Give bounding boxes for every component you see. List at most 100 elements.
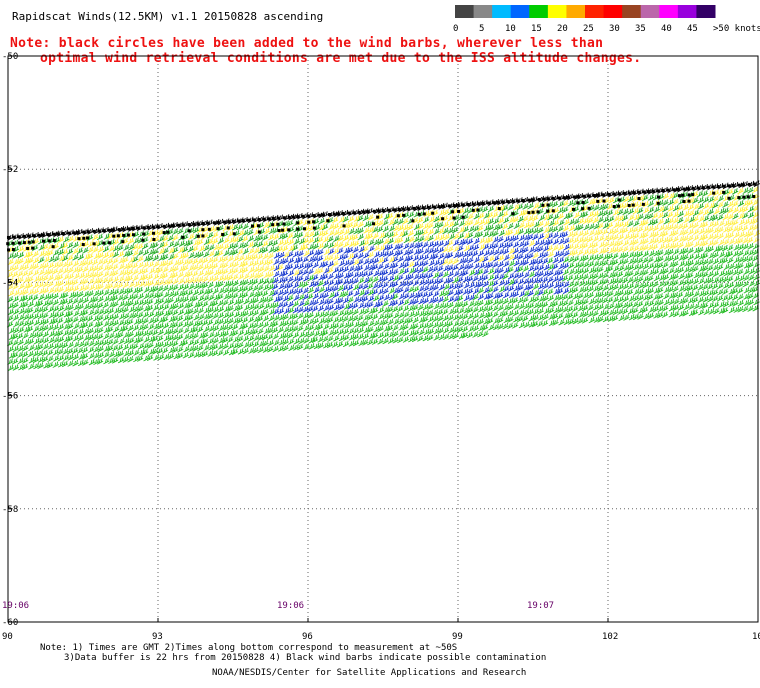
wind-barb [78,353,85,360]
wind-barb [232,261,239,268]
wind-barb [702,196,710,203]
wind-barb [323,310,330,318]
contamination-marker [496,200,500,204]
wind-barb [342,265,350,273]
wind-barb [152,229,160,237]
wind-barb [368,245,375,252]
wind-barb [227,267,235,275]
wind-barb [168,253,175,261]
wind-barb [672,254,680,262]
wind-barb [173,296,181,304]
wind-barb [147,261,155,268]
wind-barb [437,321,444,328]
wind-barb [222,274,230,281]
wind-barb [137,299,145,306]
wind-barb [42,330,50,338]
wind-barb [636,300,644,308]
wind-barb [402,336,410,343]
wind-barb [77,291,84,298]
wind-barb [67,241,74,249]
wind-barb [357,233,364,241]
wind-barb [21,295,29,302]
wind-barb [372,282,379,289]
wind-barb [312,261,319,269]
contamination-marker [276,216,280,220]
wind-barb [328,322,336,330]
wind-barb [473,219,480,226]
contamination-marker [287,228,291,232]
wind-barb [438,252,445,260]
wind-barb [162,303,170,311]
wind-barb [227,323,234,331]
wind-barb [67,354,75,361]
wind-barb [257,222,265,229]
wind-barb [273,264,281,272]
wind-barb [308,343,315,350]
contamination-marker [686,187,690,191]
wind-barb [92,246,99,253]
contamination-marker [232,232,236,236]
wind-barb [188,264,195,272]
colorbar-label: 40 [661,24,672,34]
wind-barb [342,216,349,223]
wind-barb [188,283,195,290]
wind-barb [163,278,170,286]
wind-barb [67,322,74,330]
wind-barb [72,291,80,298]
wind-barb [72,328,79,336]
wind-barb [143,280,151,287]
wind-barb [112,313,119,320]
contamination-marker [92,242,96,246]
contamination-marker [61,232,65,236]
wind-barb [257,278,265,285]
wind-barb [88,284,96,291]
wind-barb [551,200,559,208]
wind-barb [402,305,410,312]
wind-barb [222,349,230,356]
wind-barb [347,309,354,316]
wind-barb [163,309,171,317]
wind-barb [627,220,634,228]
wind-barb [97,246,104,253]
wind-barb [317,248,324,256]
wind-barb [157,304,165,311]
wind-barb [737,249,744,257]
wind-barb [22,270,29,277]
contamination-marker [672,188,676,192]
y-tick-label: -60 [2,618,18,628]
wind-barb [402,267,410,275]
contamination-marker [461,203,465,207]
contamination-marker [56,232,60,236]
wind-barb [102,301,109,309]
contamination-marker [471,208,475,212]
wind-barb [53,330,60,337]
wind-barb [241,291,249,299]
wind-barb [97,264,104,272]
wind-barb [197,251,204,258]
wind-barb [302,268,309,276]
wind-barb [453,320,460,327]
contamination-marker [646,190,650,194]
wind-barb [357,327,365,334]
wind-barb [697,196,705,204]
wind-barb [17,357,24,365]
wind-barb [403,298,410,306]
wind-barb [312,299,319,306]
wind-barb [252,259,260,267]
wind-barb [163,334,171,342]
wind-barb [148,317,155,324]
wind-barb [633,269,640,277]
wind-barb [328,291,335,299]
wind-barb [587,304,594,311]
wind-barb [327,254,334,261]
wind-barb [172,290,180,298]
wind-barb [123,350,130,357]
wind-barb [382,331,390,338]
wind-barb [22,332,29,339]
contamination-marker [601,193,605,197]
wind-barb [178,246,185,254]
contamination-marker [566,195,570,199]
wind-barb [123,331,130,338]
wind-barb [213,318,220,326]
wind-barb [282,313,289,321]
